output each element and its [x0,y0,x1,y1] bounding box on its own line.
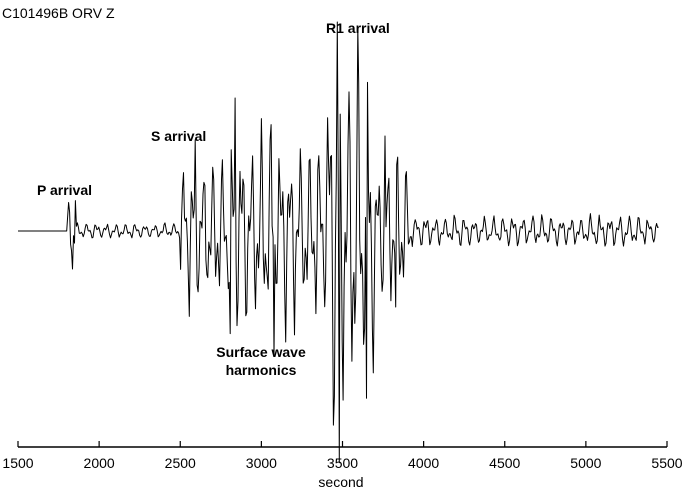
seismic-trace [18,21,659,464]
x-tick-label: 2000 [84,455,115,471]
x-tick-label: 5000 [570,455,601,471]
x-tick-label: 3000 [246,455,277,471]
station-title: C101496B ORV Z [2,5,115,21]
r1-arrival-label: R1 arrival [326,20,390,36]
x-tick-label: 4500 [489,455,520,471]
x-tick-label: 1500 [2,455,33,471]
x-tick-label: 3500 [327,455,358,471]
x-tick-label: 2500 [165,455,196,471]
x-axis-ticks: 1500 2000 2500 3000 3500 4000 4500 5000 5500 [2,441,683,471]
x-tick-label: 5500 [651,455,682,471]
surface-wave-label: Surface wave [216,344,306,360]
x-axis-title: second [318,474,363,490]
s-arrival-label: S arrival [151,128,206,144]
surface-wave-harmonics-label: harmonics [226,362,297,378]
x-tick-label: 4000 [408,455,439,471]
p-arrival-label: P arrival [37,182,92,198]
